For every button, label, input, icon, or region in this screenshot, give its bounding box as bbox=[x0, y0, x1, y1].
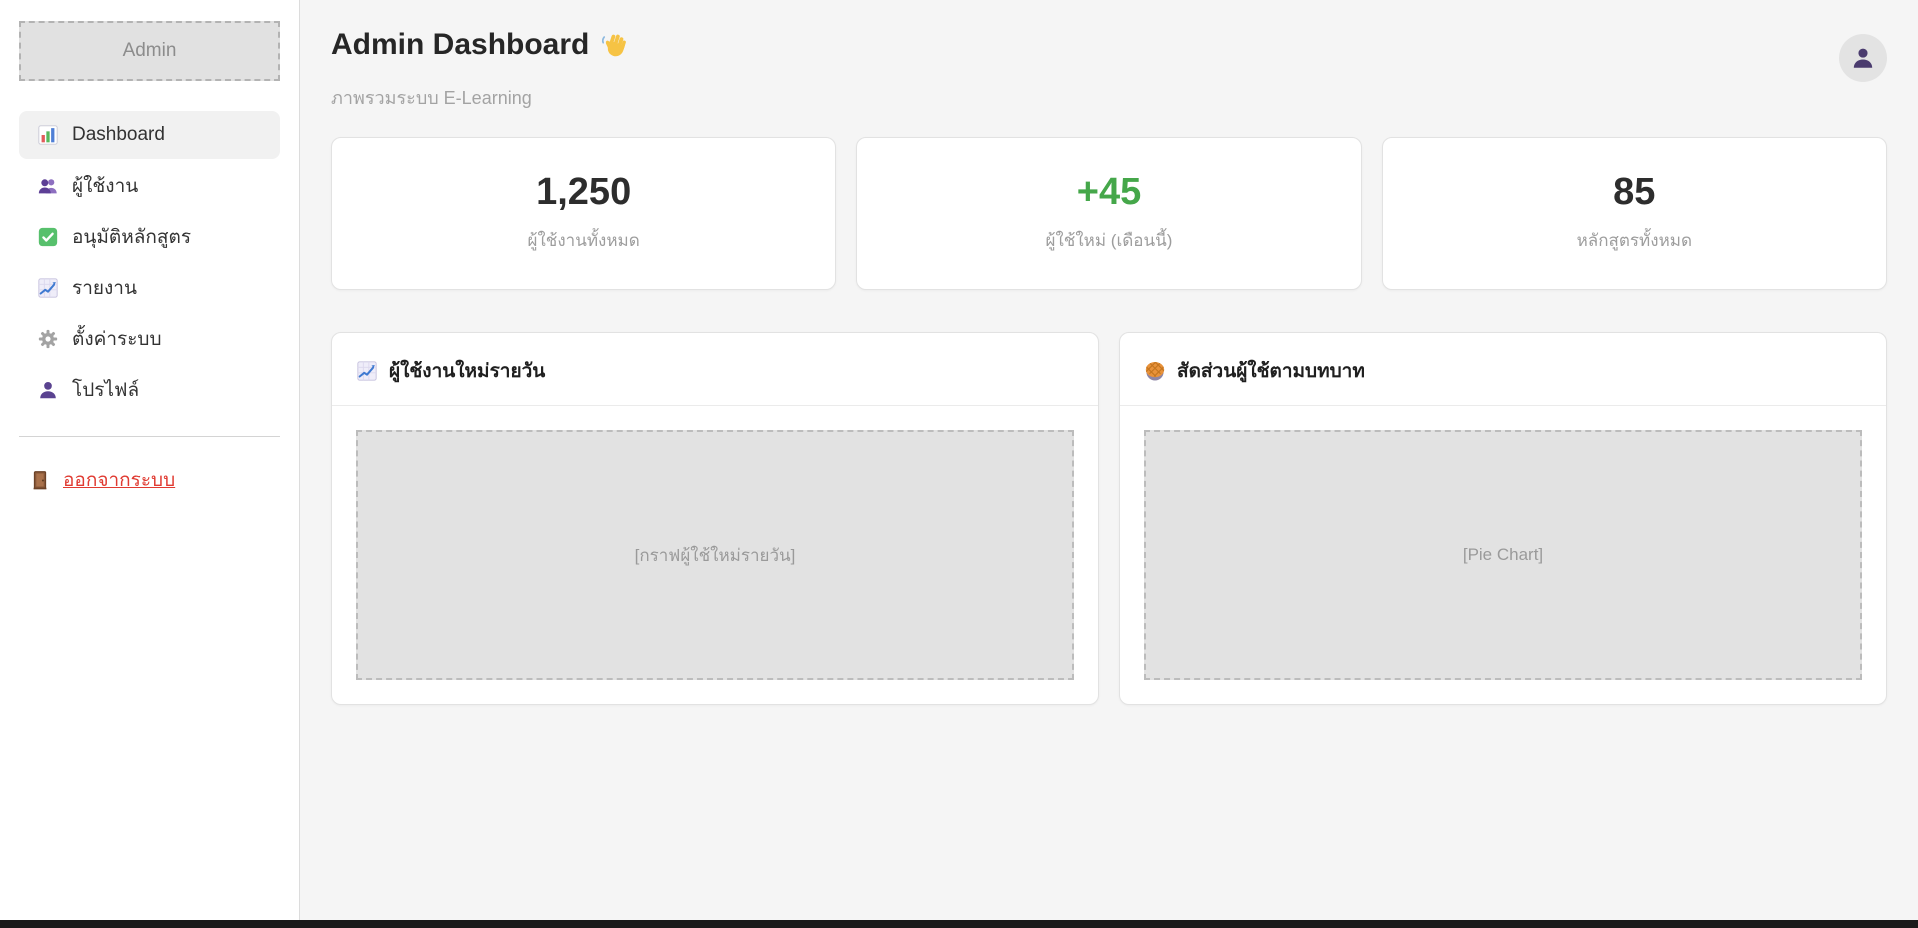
window-bottom-edge bbox=[0, 920, 1918, 928]
chart-card-daily-new-users: ผู้ใช้งานใหม่รายวัน [กราฟผู้ใช้ใหม่รายวั… bbox=[331, 332, 1099, 705]
line-chart-icon bbox=[37, 277, 59, 299]
check-icon bbox=[37, 226, 59, 248]
sidebar-item-profile[interactable]: โปรไฟล์ bbox=[19, 366, 280, 414]
logout-link[interactable]: ออกจากระบบ bbox=[19, 465, 280, 495]
door-icon bbox=[29, 469, 51, 491]
sidebar-item-label: รายงาน bbox=[72, 278, 137, 299]
bar-chart-icon bbox=[37, 124, 59, 146]
sidebar-item-dashboard[interactable]: Dashboard bbox=[19, 111, 280, 159]
line-chart-icon bbox=[356, 360, 378, 382]
sidebar-item-course-approval[interactable]: อนุมัติหลักสูตร bbox=[19, 213, 280, 261]
chart-card-users-by-role: สัดส่วนผู้ใช้ตามบทบาท [Pie Chart] bbox=[1119, 332, 1887, 705]
gear-icon bbox=[37, 328, 59, 350]
waving-hand-icon bbox=[600, 30, 630, 60]
chart-card-header: ผู้ใช้งานใหม่รายวัน bbox=[332, 333, 1098, 406]
sidebar-item-label: อนุมัติหลักสูตร bbox=[72, 227, 192, 248]
logout-label: ออกจากระบบ bbox=[63, 470, 176, 491]
stat-card-total-users: 1,250 ผู้ใช้งานทั้งหมด bbox=[331, 137, 837, 290]
profile-icon bbox=[37, 379, 59, 401]
main-content: Admin Dashboard ภาพรวมระบบ E-Learning 1,… bbox=[300, 0, 1918, 920]
sidebar-item-label: ผู้ใช้งาน bbox=[72, 176, 139, 197]
stat-label: ผู้ใช้งานทั้งหมด bbox=[527, 231, 640, 250]
pie-chart-placeholder: [Pie Chart] bbox=[1144, 430, 1862, 680]
stat-card-new-users: +45 ผู้ใช้ใหม่ (เดือนนี้) bbox=[856, 137, 1362, 290]
logo-text: Admin bbox=[122, 40, 177, 61]
pie-icon bbox=[1144, 360, 1166, 382]
stat-value: +45 bbox=[1076, 171, 1142, 213]
sidebar: Admin Dashboard ผู้ใช้งาน อนุมัติหลักสูต… bbox=[0, 0, 300, 920]
charts-row: ผู้ใช้งานใหม่รายวัน [กราฟผู้ใช้ใหม่รายวั… bbox=[331, 332, 1887, 705]
stat-value: 1,250 bbox=[536, 171, 632, 213]
topbar: Admin Dashboard ภาพรวมระบบ E-Learning bbox=[331, 28, 1887, 112]
sidebar-item-reports[interactable]: รายงาน bbox=[19, 264, 280, 312]
page-title: Admin Dashboard bbox=[331, 28, 630, 62]
sidebar-nav: Dashboard ผู้ใช้งาน อนุมัติหลักสูตร รายง… bbox=[19, 111, 280, 414]
page-title-text: Admin Dashboard bbox=[331, 28, 590, 61]
chart-title: สัดส่วนผู้ใช้ตามบทบาท bbox=[1177, 361, 1365, 382]
logo-placeholder: Admin bbox=[19, 21, 280, 81]
chart-title: ผู้ใช้งานใหม่รายวัน bbox=[389, 361, 546, 382]
chart-card-header: สัดส่วนผู้ใช้ตามบทบาท bbox=[1120, 333, 1886, 406]
stat-value: 85 bbox=[1613, 171, 1656, 213]
placeholder-text: [Pie Chart] bbox=[1462, 545, 1544, 564]
page-subtitle: ภาพรวมระบบ E-Learning bbox=[331, 88, 532, 108]
stat-label: ผู้ใช้ใหม่ (เดือนนี้) bbox=[1045, 231, 1173, 250]
line-chart-placeholder: [กราฟผู้ใช้ใหม่รายวัน] bbox=[356, 430, 1074, 680]
sidebar-item-label: ตั้งค่าระบบ bbox=[72, 329, 162, 350]
sidebar-item-settings[interactable]: ตั้งค่าระบบ bbox=[19, 315, 280, 363]
sidebar-item-users[interactable]: ผู้ใช้งาน bbox=[19, 162, 280, 210]
sidebar-divider bbox=[19, 436, 280, 437]
stat-card-total-courses: 85 หลักสูตรทั้งหมด bbox=[1381, 137, 1887, 290]
avatar-button[interactable] bbox=[1839, 34, 1887, 82]
placeholder-text: [กราฟผู้ใช้ใหม่รายวัน] bbox=[634, 545, 796, 565]
person-icon bbox=[1850, 45, 1876, 71]
sidebar-item-label: โปรไฟล์ bbox=[72, 380, 140, 401]
sidebar-item-label: Dashboard bbox=[72, 124, 165, 145]
stats-row: 1,250 ผู้ใช้งานทั้งหมด +45 ผู้ใช้ใหม่ (เ… bbox=[331, 137, 1887, 290]
users-icon bbox=[37, 175, 59, 197]
stat-label: หลักสูตรทั้งหมด bbox=[1576, 231, 1693, 250]
